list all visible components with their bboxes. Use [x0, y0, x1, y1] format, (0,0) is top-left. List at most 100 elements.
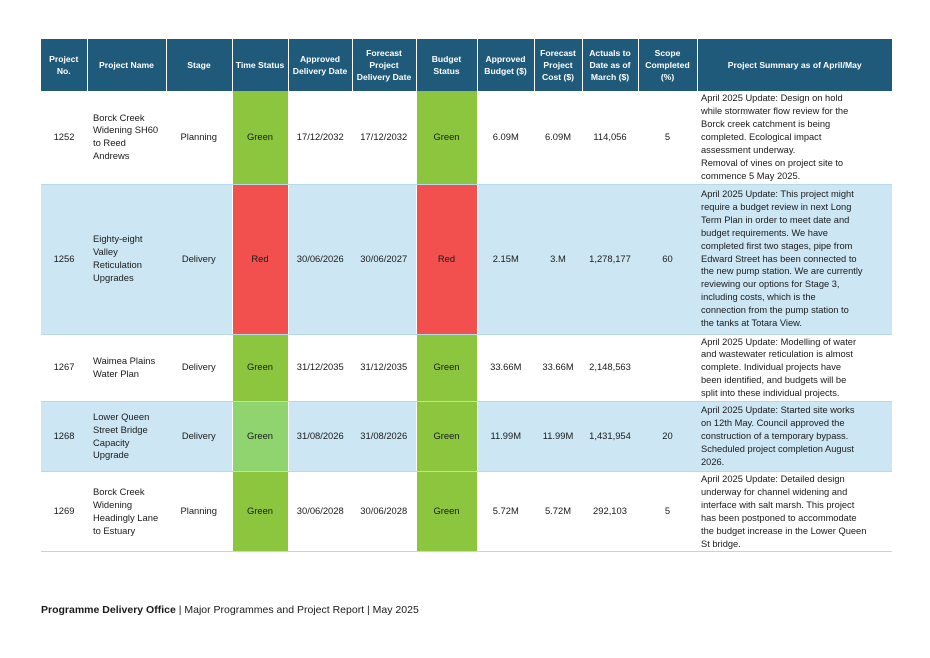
- col-header-project-summary: Project Summary as of April/May: [697, 39, 892, 91]
- summary-line: Edward Street has been connected to: [701, 253, 857, 264]
- summary-cell: April 2025 Update: This project might re…: [697, 184, 892, 335]
- forecast-date-cell: 31/08/2026: [352, 401, 416, 473]
- actuals-cell: 114,056: [582, 91, 638, 185]
- summary-line: Borck creek catchment is being: [701, 118, 831, 129]
- footer-office: Programme Delivery Office: [41, 604, 176, 616]
- summary-line: completed first two stages, pipe from: [701, 240, 853, 251]
- table-row: 1252 Borck Creek Widening SH60 to Reed A…: [41, 91, 892, 185]
- budget-status-cell: Red: [415, 184, 478, 335]
- forecast-cost-cell: 6.09M: [534, 91, 582, 185]
- summary-line: Removal of vines on project site to: [701, 157, 844, 168]
- summary-line: the new pump station. We are currently: [701, 266, 863, 277]
- actuals-cell: 292,103: [582, 471, 638, 553]
- approved-budget-cell: 6.09M: [477, 91, 534, 185]
- summary-cell: April 2025 Update: Detailed design under…: [697, 471, 892, 553]
- project-no-cell: 1252: [41, 91, 87, 185]
- actuals-cell: 2,148,563: [582, 334, 638, 403]
- project-name-cell: Lower Queen Street Bridge Capacity Upgra…: [87, 401, 166, 473]
- summary-line: on 12th May. Council approved the: [701, 418, 845, 429]
- forecast-cost-cell: 5.72M: [534, 471, 582, 553]
- budget-status-cell: Green: [415, 401, 478, 473]
- summary-line: St bridge.: [701, 538, 741, 549]
- project-report-table: Project No. Project Name Stage Time Stat…: [41, 39, 892, 553]
- budget-status-cell: Green: [415, 91, 478, 185]
- summary-line: underway for channel widening and: [701, 486, 848, 497]
- stage-cell: Planning: [166, 91, 232, 185]
- summary-line: commence 5 May 2025.: [701, 170, 801, 181]
- stage-cell: Delivery: [166, 334, 232, 403]
- project-no-cell: 1256: [41, 184, 87, 335]
- forecast-date-cell: 17/12/2032: [352, 91, 416, 185]
- scope-cell: 20: [638, 401, 697, 473]
- summary-line: April 2025 Update: Design on hold: [701, 93, 843, 104]
- forecast-cost-cell: 11.99M: [534, 401, 582, 473]
- summary-cell: April 2025 Update: Started site works on…: [697, 401, 892, 473]
- summary-line: Scheduled project completion August: [701, 443, 854, 454]
- table-row: 1269 Borck Creek Widening Headingly Lane…: [41, 471, 892, 553]
- summary-line: April 2025 Update: Started site works: [701, 405, 855, 416]
- col-header-forecast-delivery-date: Forecast Project Delivery Date: [352, 39, 417, 91]
- time-status-cell: Green: [231, 471, 289, 553]
- project-report-table-wrap: Project No. Project Name Stage Time Stat…: [41, 39, 892, 553]
- stage-cell: Delivery: [166, 401, 232, 473]
- summary-cell: April 2025 Update: Modelling of water an…: [697, 334, 892, 403]
- summary-line: assessment underway.: [701, 144, 796, 155]
- time-status-cell: Green: [231, 91, 289, 185]
- col-header-scope-completed: Scope Completed (%): [638, 39, 698, 91]
- summary-line: connection from the pump station to: [701, 305, 849, 316]
- project-name-cell: Borck Creek Widening SH60 to Reed Andrew…: [87, 91, 166, 185]
- summary-line: April 2025 Update: This project might: [701, 189, 854, 200]
- time-status-cell: Red: [231, 184, 289, 335]
- col-header-budget-status: Budget Status: [416, 39, 478, 91]
- approved-date-cell: 30/06/2028: [288, 471, 352, 553]
- summary-line: the tanks at Totara View.: [701, 318, 802, 329]
- col-header-project-no: Project No.: [41, 39, 88, 91]
- footer-report-info: | Major Programmes and Project Report | …: [175, 604, 419, 616]
- project-no-cell: 1268: [41, 401, 87, 473]
- forecast-date-cell: 30/06/2027: [352, 184, 416, 335]
- table-row: 1256 Eighty-eight Valley Reticulation Up…: [41, 184, 892, 335]
- actuals-cell: 1,431,954: [582, 401, 638, 473]
- actuals-cell: 1,278,177: [582, 184, 638, 335]
- scope-cell: 60: [638, 184, 697, 335]
- summary-line: budget requirements. We have: [701, 227, 828, 238]
- scope-cell: 5: [638, 91, 697, 185]
- summary-line: construction of a temporary bypass.: [701, 431, 849, 442]
- summary-line: completed. Ecological impact: [701, 131, 822, 142]
- scope-cell: [638, 334, 697, 403]
- table-row: 1268 Lower Queen Street Bridge Capacity …: [41, 401, 892, 473]
- col-header-approved-delivery-date: Approved Delivery Date: [288, 39, 353, 91]
- summary-line: including costs, which is the: [701, 292, 816, 303]
- col-header-stage: Stage: [166, 39, 233, 91]
- budget-status-cell: Green: [415, 334, 478, 403]
- col-header-forecast-cost: Forecast Project Cost ($): [534, 39, 583, 91]
- time-status-cell: Green: [231, 334, 289, 403]
- summary-line: Term Plan in order to meet date and: [701, 214, 850, 225]
- report-footer: Programme Delivery Office | Major Progra…: [41, 604, 419, 616]
- stage-cell: Delivery: [166, 184, 232, 335]
- summary-line: reviewing our options for Stage 3,: [701, 279, 840, 290]
- summary-line: 2026.: [701, 456, 725, 467]
- summary-line: complete. Individual projects have: [701, 362, 842, 373]
- approved-budget-cell: 5.72M: [477, 471, 534, 553]
- approved-date-cell: 31/08/2026: [288, 401, 352, 473]
- col-header-time-status: Time Status: [232, 39, 289, 91]
- summary-line: require a budget review in next Long: [701, 201, 852, 212]
- summary-line: April 2025 Update: Modelling of water: [701, 336, 857, 347]
- col-header-approved-budget: Approved Budget ($): [477, 39, 535, 91]
- forecast-cost-cell: 33.66M: [534, 334, 582, 403]
- summary-line: the budget increase in the Lower Queen: [701, 525, 867, 536]
- summary-line: while stormwater flow review for the: [701, 105, 849, 116]
- stage-cell: Planning: [166, 471, 232, 553]
- project-name-cell: Waimea Plains Water Plan: [87, 334, 166, 403]
- budget-status-cell: Green: [415, 471, 478, 553]
- approved-date-cell: 31/12/2035: [288, 334, 352, 403]
- project-name-cell: Borck Creek Widening Headingly Lane to E…: [87, 471, 166, 553]
- project-no-cell: 1269: [41, 471, 87, 553]
- summary-line: and wastewater reticulation is almost: [701, 349, 853, 360]
- approved-date-cell: 30/06/2026: [288, 184, 352, 335]
- project-no-cell: 1267: [41, 334, 87, 403]
- table-row: 1267 Waimea Plains Water Plan Delivery G…: [41, 334, 892, 403]
- summary-line: split into these individual projects.: [701, 388, 840, 399]
- summary-line: been identified, and budgets will be: [701, 375, 847, 386]
